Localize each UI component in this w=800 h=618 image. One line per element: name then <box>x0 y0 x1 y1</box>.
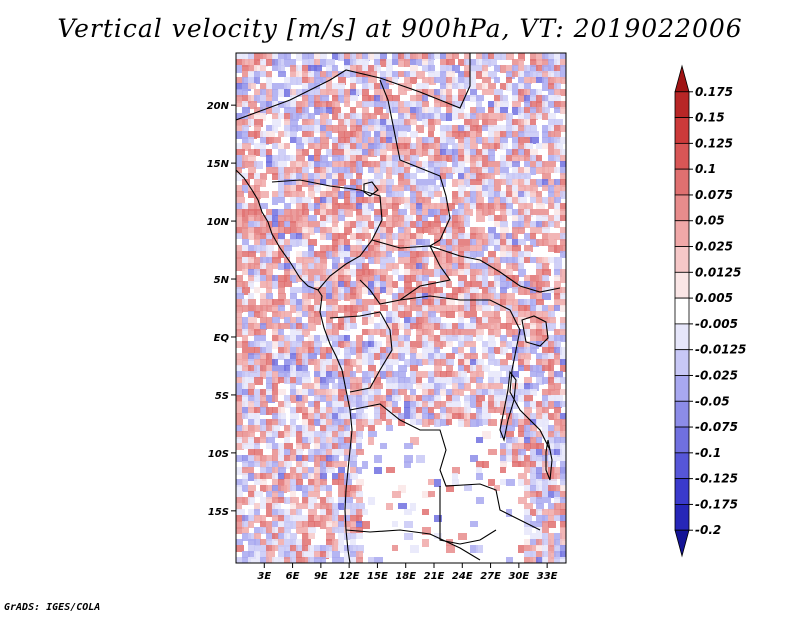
lon-tick-label: 12E <box>339 571 360 582</box>
colorbar-swatch <box>674 142 690 170</box>
border-sudan-south <box>429 245 561 293</box>
border-zambia <box>439 486 497 545</box>
colorbar-label: 0.125 <box>695 136 733 150</box>
colorbar-label: 0.0125 <box>695 265 741 279</box>
lat-tick-label: 15N <box>207 159 230 170</box>
grads-credit: GrADS: IGES/COLA <box>4 602 101 613</box>
colorbar-swatch <box>674 426 690 454</box>
colorbar-label: -0.075 <box>695 420 738 434</box>
colorbar-swatch <box>674 194 690 222</box>
coastline-west-africa <box>236 169 353 563</box>
border-car <box>359 239 451 305</box>
chart-title: Vertical velocity [m/s] at 900hPa, VT: 2… <box>57 14 743 43</box>
lat-tick-label: 5N <box>214 275 230 286</box>
colorbar-swatch <box>674 529 690 558</box>
colorbar: 0.175 0.15 0.125 0.1 0.075 0.05 0.025 0.0125 0.0… <box>674 64 746 558</box>
border-niger-chad <box>271 179 383 241</box>
lat-tick-label: 5S <box>215 391 229 402</box>
colorbar-label: 0.005 <box>695 291 733 305</box>
colorbar-swatch <box>674 452 690 480</box>
colorbar-label: 0.15 <box>695 111 725 125</box>
border-angola <box>349 403 541 531</box>
lake-tanganyika <box>499 370 517 442</box>
colorbar-swatch <box>674 323 690 351</box>
colorbar-swatch <box>674 478 690 505</box>
lon-tick-label: 18E <box>395 571 416 582</box>
colorbar-label: 0.05 <box>695 214 725 228</box>
lat-tick-label: 20N <box>207 101 230 112</box>
colorbar-swatch <box>674 91 690 118</box>
border-congo-drc <box>329 311 393 393</box>
colorbar-label: -0.175 <box>695 497 738 511</box>
lon-tick-label: 30E <box>508 571 529 582</box>
border-cameroon <box>317 239 373 291</box>
colorbar-label: -0.05 <box>695 394 730 408</box>
lake-malawi <box>545 439 553 481</box>
colorbar-swatch <box>674 504 690 531</box>
lon-tick-label: 21E <box>424 571 445 582</box>
colorbar-swatch <box>674 246 690 273</box>
lon-tick-label: 9E <box>314 571 328 582</box>
lon-tick-label: 3E <box>257 571 271 582</box>
border-chad-east <box>379 79 451 247</box>
latitude-axis: 20N 15N 10N 5N EQ 5S 10S 15S <box>207 101 236 518</box>
colorbar-swatch <box>674 375 690 402</box>
coastlines-borders <box>236 53 561 563</box>
lon-tick-label: 24E <box>452 571 473 582</box>
lake-chad <box>363 181 379 197</box>
lon-tick-label: 27E <box>480 571 501 582</box>
colorbar-label: -0.025 <box>695 368 738 382</box>
colorbar-swatch <box>674 349 690 376</box>
lon-tick-label: 6E <box>286 571 300 582</box>
lon-tick-label: 15E <box>367 571 388 582</box>
colorbar-label: -0.125 <box>695 472 738 486</box>
colorbar-label: 0.1 <box>695 162 716 176</box>
border-sahara-north <box>236 53 471 121</box>
colorbar-swatch <box>674 220 690 247</box>
map-frame <box>235 52 567 564</box>
colorbar-swatch <box>674 271 690 299</box>
border-drc-east <box>399 295 551 451</box>
colorbar-label: -0.2 <box>695 523 721 537</box>
lat-tick-label: 10S <box>208 449 229 460</box>
border-south <box>345 529 481 561</box>
colorbar-swatch <box>674 168 690 196</box>
colorbar-label: 0.025 <box>695 240 733 254</box>
colorbar-label: 0.075 <box>695 188 733 202</box>
lat-tick-label: EQ <box>214 333 230 344</box>
colorbar-swatch <box>674 117 690 144</box>
lat-tick-label: 15S <box>208 507 229 518</box>
lake-victoria <box>521 315 549 347</box>
colorbar-swatch <box>674 400 690 428</box>
colorbar-label: -0.0125 <box>695 343 746 357</box>
lat-tick-label: 10N <box>207 217 230 228</box>
colorbar-swatch <box>674 297 690 325</box>
longitude-axis: 3E 6E 9E 12E 15E 18E 21E 24E 27E 30E 33E <box>257 563 558 582</box>
colorbar-label: 0.175 <box>695 85 733 99</box>
colorbar-label: -0.1 <box>695 446 721 460</box>
colorbar-swatch <box>674 64 690 93</box>
lon-tick-label: 33E <box>537 571 558 582</box>
velocity-field <box>236 53 566 563</box>
colorbar-label: -0.005 <box>695 317 738 331</box>
